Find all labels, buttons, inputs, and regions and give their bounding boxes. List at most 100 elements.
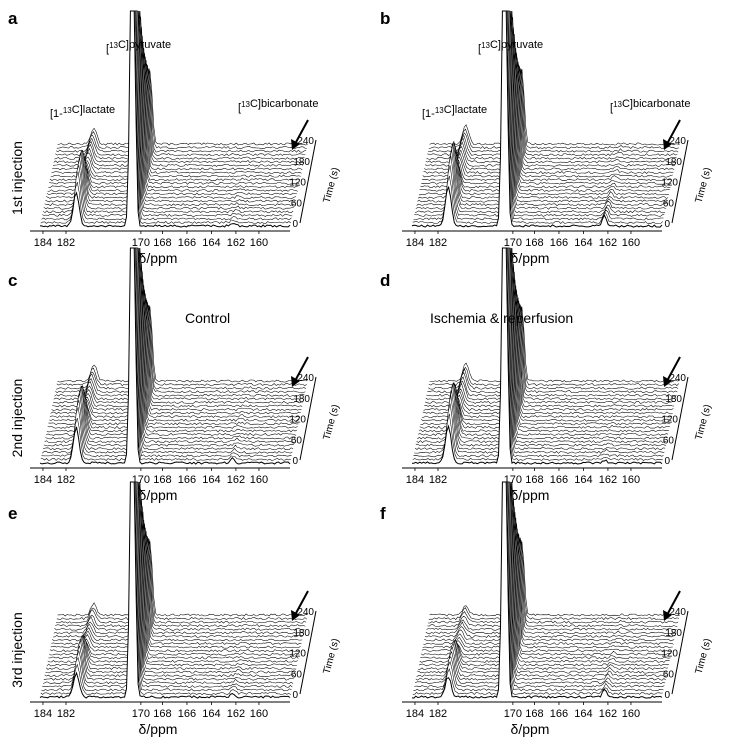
x-tick-label: 164 (202, 708, 220, 720)
spectrum-trace (421, 264, 672, 422)
spectrum-trace (415, 10, 666, 210)
bicarbonate-arrow (666, 356, 681, 382)
spectrum-trace (49, 498, 300, 656)
spectrum-trace (414, 481, 665, 688)
spectrum-trace (53, 298, 304, 401)
spectrum-trace (48, 254, 299, 426)
spectrum-trace (51, 519, 302, 645)
spectrum-trace (43, 247, 294, 447)
time-axis-label: Time (s) (694, 403, 714, 441)
spectrum-trace (45, 481, 296, 674)
spectrum-trace (56, 304, 307, 390)
spectrum-trace (45, 481, 297, 670)
label-pyruvate: [13C]pyruvate (106, 39, 171, 55)
spectrum-trace (49, 35, 301, 182)
spectrum-trace (420, 17, 671, 189)
spectrum-trace (57, 306, 308, 383)
time-tick-label: 120 (289, 649, 306, 660)
spectrum-trace (428, 540, 679, 620)
row-label-2: 2nd injection (9, 379, 25, 458)
label-pyruvate: [13C]pyruvate (478, 39, 543, 55)
label-bicarbonate: [13C]bicarbonate (610, 98, 690, 114)
time-tick-label: 0 (292, 219, 298, 230)
x-axis-label: δ/ppm (139, 250, 178, 266)
time-tick-label: 120 (289, 415, 306, 426)
spectrum-trace (56, 68, 307, 149)
condition-label: Control (185, 310, 230, 326)
spectrum-trace (427, 66, 678, 157)
time-tick-label: 180 (665, 628, 682, 639)
spectrum-trace (415, 247, 666, 447)
spectrum-trace (411, 247, 663, 465)
x-axis-label: δ/ppm (139, 721, 178, 737)
spectrum-trace (47, 481, 298, 663)
spectrum-trace (40, 247, 291, 461)
spectrum-trace (412, 10, 663, 224)
x-tick-label: 162 (599, 708, 617, 720)
time-tick-label: 180 (293, 157, 310, 168)
spectrum-trace (417, 481, 668, 674)
spectrum-trace (51, 47, 302, 174)
spectrum-trace (50, 279, 301, 415)
panel-letter-e: e (8, 504, 17, 523)
time-tick-label: 180 (665, 394, 682, 405)
time-axis-label: Time (s) (694, 637, 714, 675)
x-tick-label: 164 (574, 708, 592, 720)
panel-b: b 184 182 170 168 166 164 162 160 δ/ppm 0 60 120 180 2… (380, 9, 714, 266)
x-tick-label: 184 (406, 237, 424, 249)
spectrum-trace (39, 481, 291, 699)
x-axis-label: δ/ppm (511, 487, 550, 503)
spectrum-trace (425, 297, 676, 401)
spectrum-trace (421, 27, 672, 185)
time-tick-label: 180 (293, 394, 310, 405)
x-tick-label: 160 (622, 474, 640, 486)
spectrum-trace (414, 247, 665, 454)
arrow-head (663, 139, 672, 150)
time-axis (299, 610, 317, 695)
x-tick-label: 182 (429, 708, 447, 720)
spectrum-trace (39, 247, 291, 465)
x-tick-label: 170 (504, 237, 522, 249)
x-tick-label: 170 (504, 708, 522, 720)
spectrum-trace (421, 506, 672, 653)
spectrum-trace (422, 279, 673, 415)
panel-a: a 184 182 170 168 166 164 162 160 δ/ppm 0 60 120 180 2… (8, 9, 342, 266)
bicarbonate-arrow (294, 590, 309, 616)
x-tick-label: 166 (178, 237, 196, 249)
panel-e: e 184 182 170 168 166 164 162 160 δ/ppm 0 60 120 180 2… (8, 481, 342, 737)
spectrum-trace (426, 534, 677, 631)
x-tick-label: 162 (227, 474, 245, 486)
label-bicarbonate: [13C]bicarbonate (238, 98, 318, 114)
spectrum-trace (421, 271, 673, 419)
x-tick-label: 184 (34, 474, 52, 486)
x-tick-label: 164 (574, 237, 592, 249)
spectrum-trace (414, 481, 666, 685)
spectrum-trace (55, 68, 307, 153)
spectrum-trace (426, 64, 677, 160)
panel-f: f 184 182 170 168 166 164 162 160 δ/ppm 0 60 120 180 2… (380, 481, 714, 737)
x-tick-label: 160 (622, 237, 640, 249)
arrow-head (663, 376, 672, 387)
x-tick-label: 160 (250, 237, 268, 249)
spectrum-trace (49, 26, 300, 185)
x-tick-label: 160 (250, 708, 268, 720)
spectrum-trace (424, 294, 676, 404)
time-axis-label: Time (s) (322, 166, 342, 204)
spectrum-trace (45, 247, 296, 440)
spectrum-trace (54, 63, 305, 160)
spectrum-trace (428, 68, 679, 153)
spectrum-trace (47, 247, 298, 429)
spectrum-trace (418, 10, 669, 196)
spectrum-trace (43, 10, 294, 210)
x-tick-label: 162 (599, 474, 617, 486)
spectrum-trace (55, 64, 306, 157)
spectrum-trace (49, 506, 300, 653)
spectrum-trace (418, 481, 669, 667)
x-tick-label: 184 (406, 474, 424, 486)
spectrum-trace (418, 247, 669, 436)
spectrum-trace (421, 33, 673, 181)
x-tick-label: 164 (202, 474, 220, 486)
spectrum-trace (39, 10, 291, 228)
x-tick-label: 164 (202, 237, 220, 249)
arrow-head (291, 139, 300, 150)
